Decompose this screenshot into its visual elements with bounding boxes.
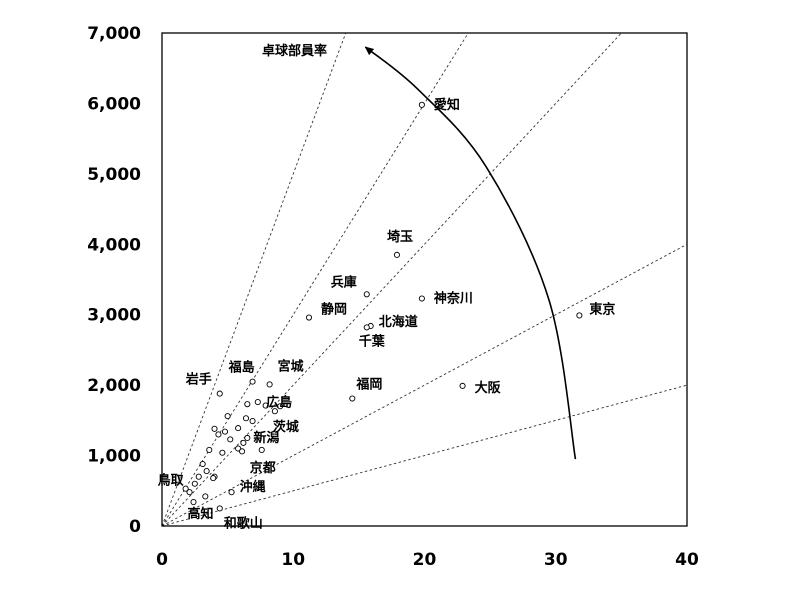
point-label: 兵庫 bbox=[331, 274, 357, 290]
data-point bbox=[182, 485, 189, 492]
y-axis-ticks: 0 1,000 2,000 3,000 4,000 5,000 6,000 7,000 bbox=[87, 24, 141, 537]
reference-lines bbox=[162, 33, 687, 526]
data-points bbox=[182, 101, 583, 512]
arrow-label: 卓球部員率 bbox=[262, 43, 327, 59]
data-point bbox=[262, 402, 269, 409]
data-point bbox=[305, 314, 313, 321]
plot-frame bbox=[161, 32, 688, 527]
y-tick-label: 3,000 bbox=[87, 306, 141, 326]
data-point bbox=[244, 401, 251, 408]
point-label: 福岡 bbox=[355, 377, 382, 393]
point-label: 静岡 bbox=[321, 302, 347, 318]
y-tick-label: 1,000 bbox=[87, 447, 141, 467]
x-tick-label: 40 bbox=[675, 550, 699, 570]
data-point bbox=[190, 499, 197, 506]
data-point bbox=[277, 403, 284, 410]
y-tick-label: 0 bbox=[129, 517, 141, 537]
data-point bbox=[418, 295, 425, 302]
data-point bbox=[186, 489, 193, 496]
data-point bbox=[228, 489, 235, 496]
x-tick-label: 20 bbox=[413, 550, 437, 570]
data-point bbox=[240, 439, 247, 446]
point-label: 東京 bbox=[589, 301, 615, 317]
point-label: 沖縄 bbox=[240, 479, 266, 495]
point-label: 和歌山 bbox=[224, 515, 263, 531]
data-point bbox=[239, 448, 246, 455]
data-point bbox=[206, 446, 213, 453]
point-label: 新潟 bbox=[253, 430, 279, 446]
data-point bbox=[349, 395, 356, 402]
data-point bbox=[254, 398, 261, 406]
point-label: 福島 bbox=[228, 360, 255, 376]
data-point bbox=[393, 251, 400, 258]
point-label: 岩手 bbox=[185, 372, 212, 388]
y-tick-label: 4,000 bbox=[87, 235, 141, 255]
x-tick-label: 10 bbox=[281, 550, 305, 570]
data-point bbox=[258, 446, 265, 453]
data-point bbox=[249, 378, 256, 385]
point-label: 愛知 bbox=[434, 97, 460, 113]
data-point bbox=[363, 324, 370, 331]
data-point bbox=[215, 431, 222, 438]
point-label: 北海道 bbox=[379, 314, 418, 330]
data-point bbox=[459, 382, 466, 389]
data-point bbox=[221, 428, 229, 435]
x-axis-ticks: 0 10 20 30 40 bbox=[156, 550, 699, 570]
reference-line bbox=[162, 33, 622, 526]
reference-line bbox=[162, 33, 469, 526]
data-point bbox=[211, 425, 218, 432]
trend-arrow bbox=[364, 46, 577, 460]
y-tick-label: 5,000 bbox=[87, 165, 141, 185]
point-label: 鳥取 bbox=[158, 473, 185, 489]
data-point bbox=[227, 436, 234, 443]
x-tick-label: 0 bbox=[156, 550, 168, 570]
reference-line bbox=[162, 243, 687, 526]
point-label: 大阪 bbox=[475, 380, 502, 396]
data-point bbox=[244, 434, 251, 442]
y-tick-label: 2,000 bbox=[87, 376, 141, 396]
point-label: 京都 bbox=[250, 460, 276, 476]
point-label: 千葉 bbox=[359, 333, 386, 349]
point-label: 埼玉 bbox=[387, 229, 413, 245]
data-point bbox=[363, 291, 370, 298]
point-label: 宮城 bbox=[278, 358, 304, 374]
point-label: 神奈川 bbox=[434, 291, 473, 307]
data-point bbox=[191, 480, 198, 487]
data-point bbox=[195, 473, 202, 480]
data-point bbox=[235, 425, 242, 432]
data-point bbox=[202, 493, 209, 500]
point-label: 広島 bbox=[266, 394, 292, 410]
data-point bbox=[199, 460, 206, 468]
y-tick-label: 7,000 bbox=[87, 24, 141, 44]
data-point bbox=[216, 505, 223, 512]
data-point bbox=[576, 312, 583, 319]
data-point bbox=[266, 381, 273, 388]
data-point bbox=[271, 408, 278, 415]
point-label: 茨城 bbox=[273, 419, 299, 435]
x-tick-label: 30 bbox=[544, 550, 568, 570]
reference-line bbox=[162, 384, 687, 526]
data-point bbox=[249, 418, 256, 425]
y-tick-label: 6,000 bbox=[87, 94, 141, 114]
data-point bbox=[216, 390, 223, 397]
data-point bbox=[219, 449, 226, 456]
arrow-layer bbox=[364, 46, 577, 460]
data-point bbox=[224, 413, 231, 420]
data-point bbox=[203, 468, 210, 475]
data-point bbox=[418, 101, 425, 108]
point-label: 高知 bbox=[188, 506, 214, 522]
data-point bbox=[210, 475, 217, 482]
data-point bbox=[242, 415, 250, 422]
